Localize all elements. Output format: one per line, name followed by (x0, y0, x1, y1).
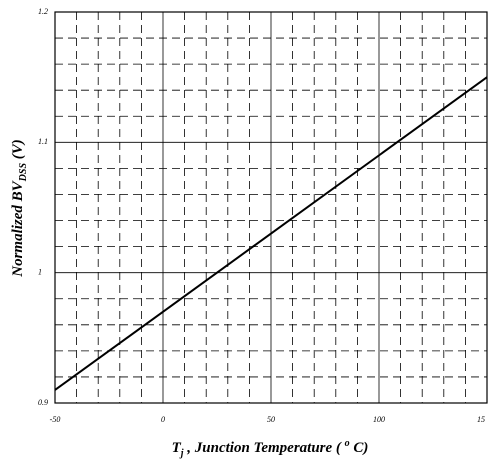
y-title-part: Normalized BV (10, 179, 26, 277)
y-tick-label: 1 (38, 267, 42, 276)
y-axis-title: Normalized BVDSS (V) (10, 139, 29, 278)
data-line (54, 76, 488, 391)
y-title-part: (V) (10, 139, 26, 163)
y-tick-label: 1.1 (38, 137, 48, 146)
x-title-part: , Junction Temperature ( (184, 440, 345, 456)
x-axis-title: Tj , Junction Temperature ( o C) (172, 438, 369, 459)
y-tick-label: 0.9 (38, 398, 48, 407)
x-tick-label: 15 (477, 415, 485, 424)
x-title-sup: o (345, 438, 350, 449)
y-title-sub: DSS (18, 163, 29, 183)
x-title-part: T (172, 440, 182, 456)
x-title-part: C) (350, 440, 369, 456)
x-tick-label: -50 (50, 415, 61, 424)
x-tick-label: 0 (161, 415, 165, 424)
x-title-sub: j (179, 448, 184, 459)
x-tick-label: 100 (373, 415, 385, 424)
y-tick-label: 1.2 (38, 7, 48, 16)
x-tick-label: 50 (267, 415, 275, 424)
plot-frame (54, 11, 488, 404)
